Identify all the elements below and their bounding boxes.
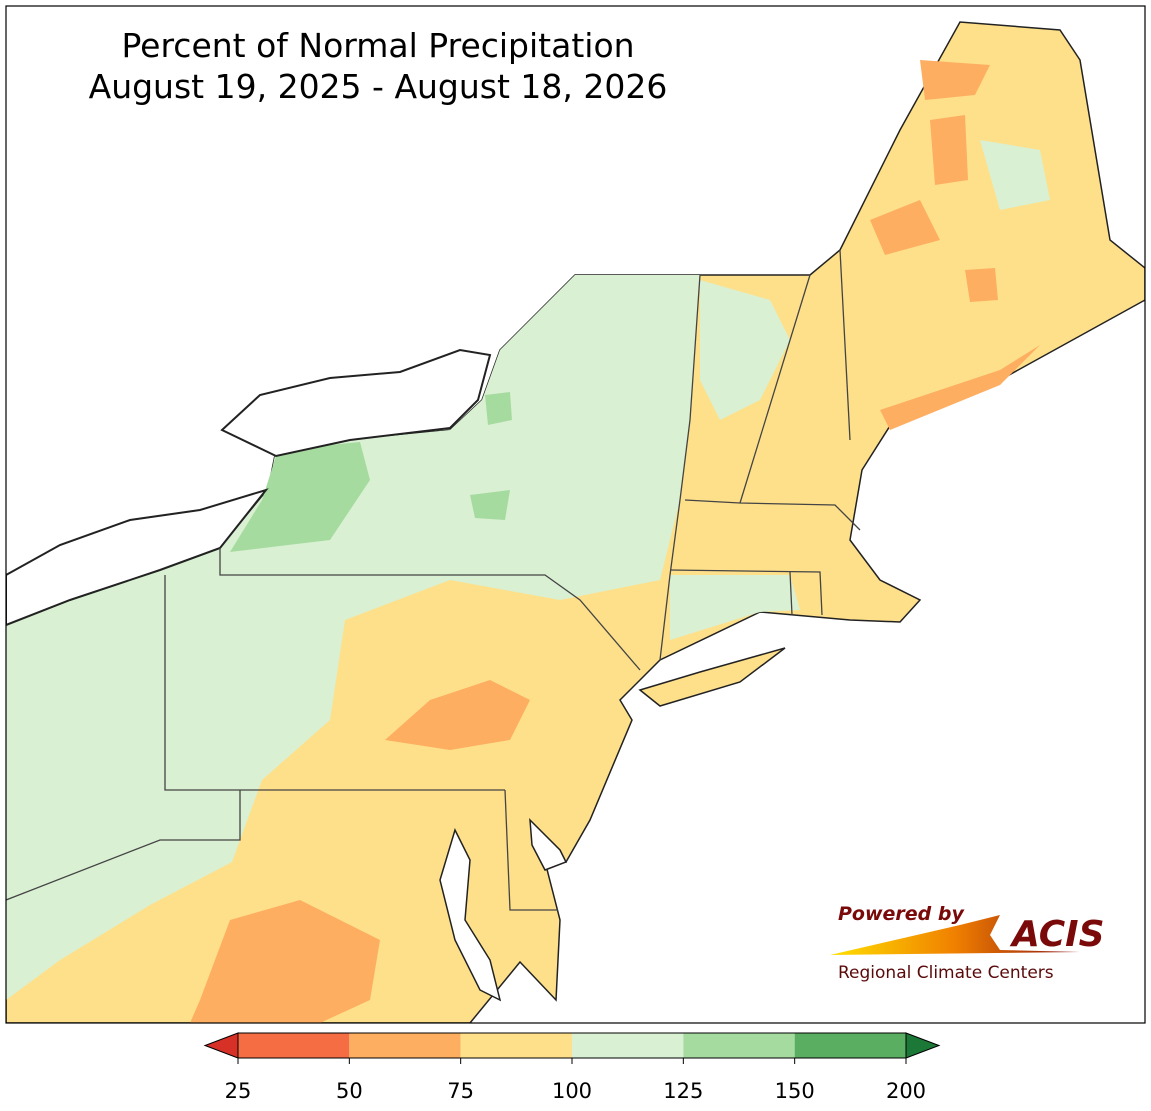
colorbar-extend-low — [203, 1032, 239, 1059]
map-frame — [5, 5, 1146, 1024]
region-100-125 — [6, 275, 700, 1000]
region-50-75 — [880, 345, 1040, 430]
logo-subtitle: Regional Climate Centers — [838, 963, 1054, 983]
colorbar-bin — [460, 1033, 572, 1058]
region-100-125 — [980, 140, 1050, 210]
colorbar-tick-label: 125 — [663, 1079, 703, 1103]
state-boundaries — [6, 249, 861, 911]
colorbar-bin — [238, 1033, 350, 1058]
title-line: Percent of Normal Precipitation — [121, 26, 634, 65]
colorbar-tick-label: 200 — [886, 1079, 926, 1103]
colorbar-bin — [572, 1033, 684, 1058]
lake-erie — [6, 488, 269, 627]
region-100-125 — [670, 575, 800, 640]
region-125-150 — [470, 490, 510, 520]
logo-powered-by: Powered by — [838, 903, 965, 925]
colorbar: 25 50 75 100 125 150 200 — [203, 1032, 941, 1103]
colorbar-bin — [794, 1033, 906, 1058]
region-50-75 — [930, 115, 968, 185]
region-50-75 — [920, 60, 990, 100]
logo-name: ACIS — [1009, 914, 1105, 955]
map — [6, 21, 1145, 1023]
title-line: August 19, 2025 - August 18, 2026 — [89, 67, 668, 106]
logo-swoosh — [830, 915, 1080, 955]
colorbar-bin — [683, 1033, 795, 1058]
colorbar-tick-label: 25 — [225, 1079, 252, 1103]
region-50-75 — [965, 268, 998, 302]
colorbar-extend-high — [905, 1032, 941, 1059]
logo: Powered by ACIS Regional Climate Centers — [830, 903, 1105, 983]
region-50-75 — [190, 900, 380, 1023]
region-50-75 — [870, 200, 940, 255]
region-125-150 — [230, 442, 370, 552]
colorbar-bin — [349, 1033, 461, 1058]
colorbar-tick-label: 75 — [447, 1079, 474, 1103]
colorbar-tick-label: 100 — [552, 1079, 592, 1103]
long-island — [638, 647, 786, 707]
region-125-150 — [485, 392, 512, 425]
region-50-75 — [385, 680, 530, 750]
lake-ontario — [220, 348, 492, 458]
region-100-125 — [700, 280, 790, 420]
colorbar-tick-label: 150 — [775, 1079, 815, 1103]
chesapeake-bay — [439, 827, 502, 1002]
delaware-bay — [529, 818, 568, 871]
colorbar-tick-label: 50 — [336, 1079, 363, 1103]
